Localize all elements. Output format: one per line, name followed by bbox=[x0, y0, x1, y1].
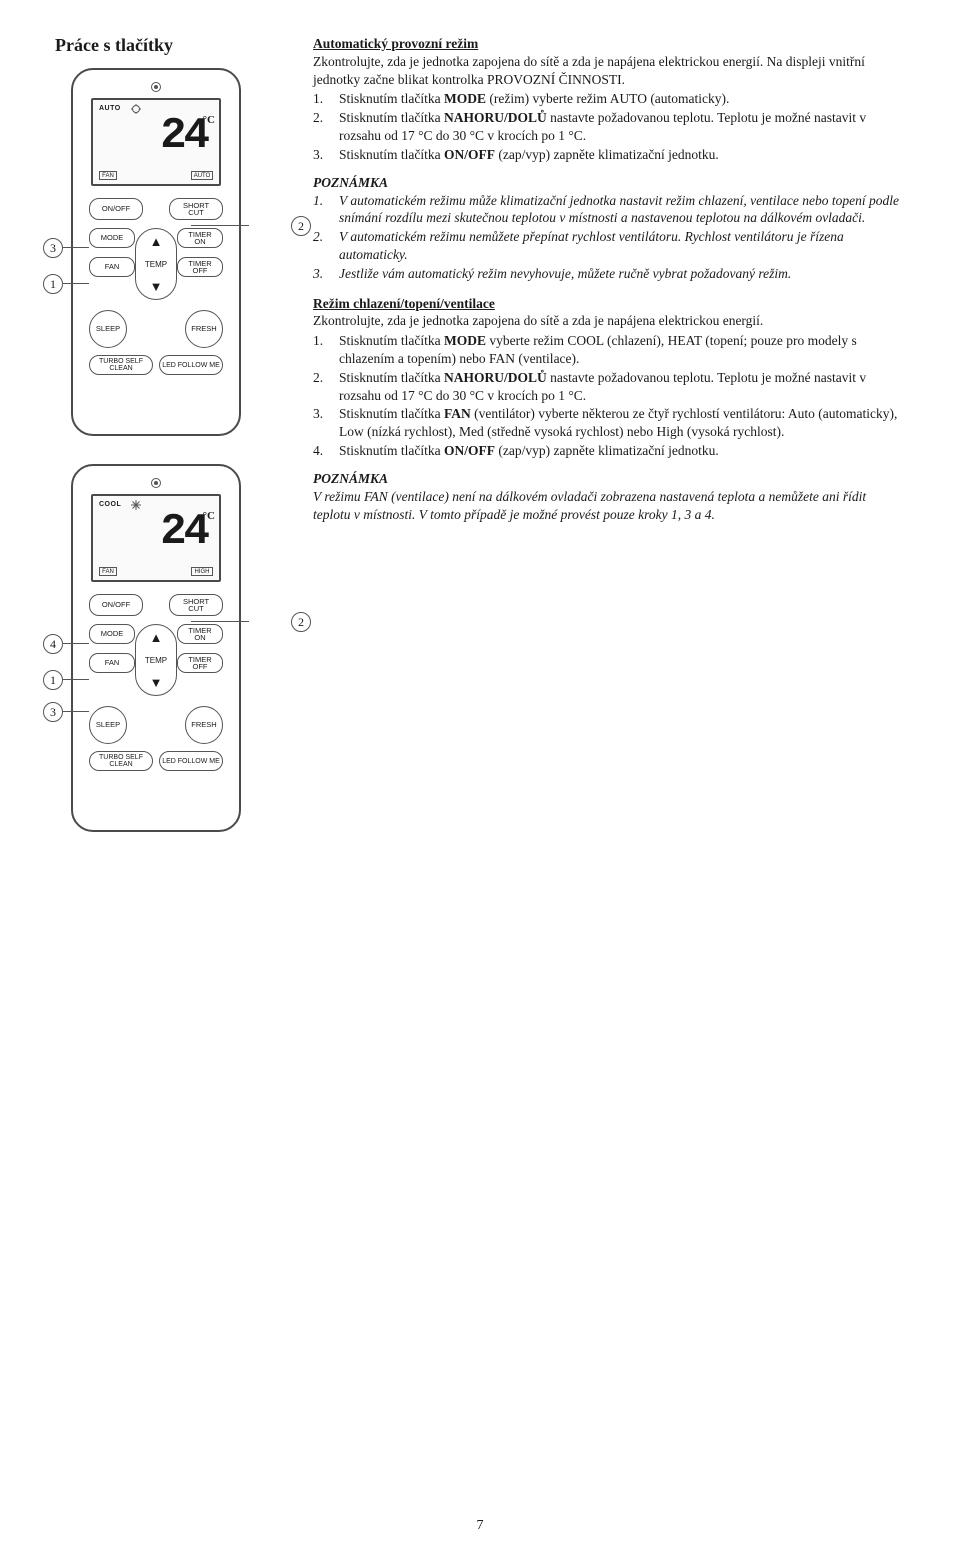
list-item: 2.V automatickém režimu nemůžete přepína… bbox=[313, 228, 905, 264]
temp-down-icon: ▼ bbox=[150, 280, 163, 293]
remote-screen: COOL 24 °C FAN HIGH bbox=[91, 494, 221, 582]
temp-up-icon: ▲ bbox=[150, 235, 163, 248]
temp-rocker[interactable]: ▲ TEMP ▼ bbox=[135, 228, 177, 300]
temp-unit: °C bbox=[203, 510, 215, 522]
screen-fan-indicator: FAN bbox=[99, 567, 117, 576]
temp-value: 24 bbox=[160, 510, 207, 554]
callout-2: 2 bbox=[291, 612, 311, 632]
cool-icon bbox=[131, 500, 141, 510]
screen-fan-indicator: FAN bbox=[99, 171, 117, 180]
ir-led-icon bbox=[151, 478, 161, 488]
remote-diagram-1: AUTO 24 °C FAN AUTO ON/OFF SHORT CUT MOD… bbox=[71, 68, 285, 436]
section1-title: Automatický provozní režim bbox=[313, 36, 478, 51]
turbo-button[interactable]: TURBO SELF CLEAN bbox=[89, 355, 153, 375]
temp-down-icon: ▼ bbox=[150, 676, 163, 689]
mode-button[interactable]: MODE bbox=[89, 624, 135, 644]
section2-note-head: POZNÁMKA bbox=[313, 470, 905, 488]
section1-note-head: POZNÁMKA bbox=[313, 174, 905, 192]
right-column: Automatický provozní režim Zkontrolujte,… bbox=[313, 35, 905, 860]
remote-screen: AUTO 24 °C FAN AUTO bbox=[91, 98, 221, 186]
section2-lead: Zkontrolujte, zda je jednotka zapojena d… bbox=[313, 312, 905, 330]
shortcut-button[interactable]: SHORT CUT bbox=[169, 198, 223, 220]
section2-note-body: V režimu FAN (ventilace) není na dálkové… bbox=[313, 488, 905, 524]
timer-on-button[interactable]: TIMER ON bbox=[177, 228, 223, 248]
mode-label: COOL bbox=[99, 501, 121, 508]
list-item: 2.Stisknutím tlačítka NAHORU/DOLŮ nastav… bbox=[313, 369, 905, 405]
callout-1: 1 bbox=[43, 274, 63, 294]
list-item: 1.Stisknutím tlačítka MODE (režim) vyber… bbox=[313, 90, 905, 108]
section1-steps: 1.Stisknutím tlačítka MODE (režim) vyber… bbox=[313, 90, 905, 163]
temp-unit: °C bbox=[203, 114, 215, 126]
temp-label: TEMP bbox=[145, 260, 167, 269]
screen-speed-indicator: HIGH bbox=[191, 567, 213, 576]
remote-diagram-2: COOL 24 °C FAN HIGH ON/OFF SHORT CUT MOD… bbox=[71, 464, 285, 832]
ledfollow-button[interactable]: LED FOLLOW ME bbox=[159, 355, 223, 375]
auto-icon bbox=[131, 104, 141, 114]
section1-lead: Zkontrolujte, zda je jednotka zapojena d… bbox=[313, 53, 905, 89]
list-item: 1.Stisknutím tlačítka MODE vyberte režim… bbox=[313, 332, 905, 368]
ir-led-icon bbox=[151, 82, 161, 92]
fresh-button[interactable]: FRESH bbox=[185, 310, 223, 348]
list-item: 3.Stisknutím tlačítka FAN (ventilátor) v… bbox=[313, 405, 905, 441]
list-item: 3.Jestliže vám automatický režim nevyhov… bbox=[313, 265, 905, 283]
mode-label: AUTO bbox=[99, 105, 121, 112]
screen-speed-indicator: AUTO bbox=[191, 171, 213, 180]
list-item: 3.Stisknutím tlačítka ON/OFF (zap/vyp) z… bbox=[313, 146, 905, 164]
temp-value: 24 bbox=[160, 114, 207, 158]
temp-label: TEMP bbox=[145, 656, 167, 665]
callout-1: 1 bbox=[43, 670, 63, 690]
shortcut-button[interactable]: SHORT CUT bbox=[169, 594, 223, 616]
callout-4: 4 bbox=[43, 634, 63, 654]
section1-notes: 1.V automatickém režimu může klimatizačn… bbox=[313, 192, 905, 283]
fan-button[interactable]: FAN bbox=[89, 257, 135, 277]
list-item: 1.V automatickém režimu může klimatizačn… bbox=[313, 192, 905, 228]
timer-on-button[interactable]: TIMER ON bbox=[177, 624, 223, 644]
section2-title: Režim chlazení/topení/ventilace bbox=[313, 296, 495, 311]
sleep-button[interactable]: SLEEP bbox=[89, 706, 127, 744]
left-column: Práce s tlačítky AUTO 24 °C FAN AUTO ON/… bbox=[55, 35, 285, 860]
callout-3: 3 bbox=[43, 702, 63, 722]
turbo-button[interactable]: TURBO SELF CLEAN bbox=[89, 751, 153, 771]
list-item: 2.Stisknutím tlačítka NAHORU/DOLŮ nastav… bbox=[313, 109, 905, 145]
sleep-button[interactable]: SLEEP bbox=[89, 310, 127, 348]
section2-steps: 1.Stisknutím tlačítka MODE vyberte režim… bbox=[313, 332, 905, 460]
ledfollow-button[interactable]: LED FOLLOW ME bbox=[159, 751, 223, 771]
temp-rocker[interactable]: ▲ TEMP ▼ bbox=[135, 624, 177, 696]
timer-off-button[interactable]: TIMER OFF bbox=[177, 257, 223, 277]
list-item: 4.Stisknutím tlačítka ON/OFF (zap/vyp) z… bbox=[313, 442, 905, 460]
page-title: Práce s tlačítky bbox=[55, 35, 285, 56]
page-number: 7 bbox=[0, 1518, 960, 1534]
fan-button[interactable]: FAN bbox=[89, 653, 135, 673]
onoff-button[interactable]: ON/OFF bbox=[89, 198, 143, 220]
mode-button[interactable]: MODE bbox=[89, 228, 135, 248]
onoff-button[interactable]: ON/OFF bbox=[89, 594, 143, 616]
fresh-button[interactable]: FRESH bbox=[185, 706, 223, 744]
temp-up-icon: ▲ bbox=[150, 631, 163, 644]
timer-off-button[interactable]: TIMER OFF bbox=[177, 653, 223, 673]
callout-2: 2 bbox=[291, 216, 311, 236]
callout-3: 3 bbox=[43, 238, 63, 258]
